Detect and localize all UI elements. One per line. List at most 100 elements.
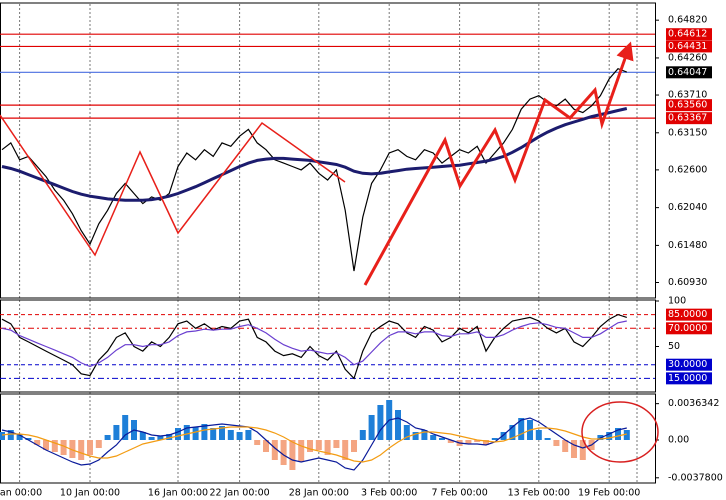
histogram-bar [227, 430, 234, 440]
histogram-bar [139, 432, 146, 440]
series-line [1, 417, 627, 471]
histogram-bar [544, 438, 551, 440]
histogram-bar [412, 432, 419, 440]
level-label-box [666, 40, 712, 53]
histogram-bar [78, 440, 85, 460]
histogram-bar [307, 440, 313, 452]
histogram-bar [615, 428, 621, 440]
histogram-bar [166, 434, 173, 440]
histogram-bar [315, 440, 322, 450]
level-label: 70.0000 [668, 323, 707, 334]
series-line [1, 107, 628, 202]
histogram-bar [421, 430, 428, 440]
x-tick-label: 7 Feb 00:00 [431, 488, 487, 499]
histogram-bar [571, 440, 577, 458]
histogram-bar [368, 415, 375, 440]
series-line [1, 426, 627, 463]
histogram-bar [298, 440, 305, 462]
histogram-bar [157, 436, 164, 440]
x-tick-label: 10 Jan 00:00 [60, 488, 120, 499]
histogram-bar [95, 440, 102, 448]
y-tick-label: 0.63150 [668, 127, 707, 138]
histogram-bar [509, 425, 516, 440]
histogram-bar [491, 438, 498, 440]
level-label: 0.63367 [668, 113, 707, 124]
y-tick-label: 0.64820 [668, 15, 707, 26]
histogram-bar [500, 432, 507, 440]
level-label-box [666, 28, 712, 41]
level-label: 30.0000 [668, 359, 707, 370]
annotations [0, 41, 659, 463]
histogram-bar [254, 440, 261, 445]
histogram-bar [447, 440, 454, 443]
x-tick-label: 3 Feb 00:00 [361, 488, 417, 499]
histogram-bar [210, 428, 217, 440]
panel-border [0, 2, 656, 299]
histogram-bar [606, 432, 613, 440]
histogram-bar [377, 405, 384, 440]
histogram-bar [34, 440, 41, 445]
y-tick-label: -0.0037800 [668, 472, 723, 483]
y-tick-label: 0.61480 [668, 240, 707, 251]
level-label-box [666, 99, 712, 112]
y-tick-label: 0.00 [668, 435, 689, 446]
histogram-bar [430, 435, 437, 440]
histogram-bar [60, 440, 67, 455]
y-tick-label: 0.63710 [668, 90, 707, 101]
histogram-bar [122, 415, 129, 440]
y-tick-label: 0.60930 [668, 277, 707, 288]
histogram-bar [518, 418, 525, 440]
histogram-bar [113, 425, 120, 440]
x-tick-label: 13 Feb 00:00 [508, 488, 570, 499]
histogram-bar [183, 425, 190, 440]
level-label-box [666, 322, 712, 335]
histogram-bar [25, 438, 32, 440]
series-line [1, 313, 627, 380]
histogram-bar [439, 438, 445, 440]
histogram-bar [403, 425, 410, 440]
level-label: 0.64047 [668, 67, 707, 78]
histogram-bar [474, 440, 481, 442]
y-tick-label: 0.0036342 [668, 398, 719, 409]
y-tick-label: 0.62600 [668, 164, 707, 175]
histogram-bar [483, 440, 489, 445]
highlight-circle [581, 401, 659, 463]
y-tick-label: 0.62040 [668, 202, 707, 213]
histogram-bar [280, 440, 287, 465]
histogram-bar [201, 424, 208, 440]
trend-arrow [363, 41, 634, 286]
x-tick-label: Jan 00:00 [0, 488, 42, 499]
histogram-bar [623, 430, 630, 440]
histogram-bar [175, 428, 181, 440]
histogram-bar [148, 437, 155, 440]
series-line [1, 320, 627, 368]
histogram-bar [0, 432, 5, 440]
x-tick-label: 22 Jan 00:00 [210, 488, 270, 499]
histogram-bar [104, 435, 111, 440]
y-tick-label: 0.64260 [668, 52, 707, 63]
histogram-bar [16, 434, 23, 440]
histogram-bar [43, 440, 49, 450]
level-label-box [666, 308, 712, 321]
y-tick-label: 50 [668, 341, 680, 352]
y-tick-label: 100 [668, 296, 686, 307]
level-label: 0.63560 [668, 100, 707, 111]
histogram-bar [579, 440, 586, 460]
x-tick-label: 16 Jan 00:00 [148, 488, 208, 499]
level-label-box [666, 112, 712, 125]
histogram-bar [351, 440, 357, 452]
histogram-bar [395, 410, 401, 440]
series-line [1, 67, 628, 272]
level-label-box [666, 358, 712, 371]
histogram-bar [333, 440, 340, 448]
level-label: 15.0000 [668, 373, 707, 384]
level-label: 85.0000 [668, 309, 707, 320]
histogram-bar [69, 440, 76, 458]
histogram-bar [342, 440, 349, 460]
histogram-bar [219, 426, 225, 440]
level-label-box [666, 66, 712, 79]
histogram-bar [289, 440, 296, 470]
zigzag [0, 114, 346, 257]
